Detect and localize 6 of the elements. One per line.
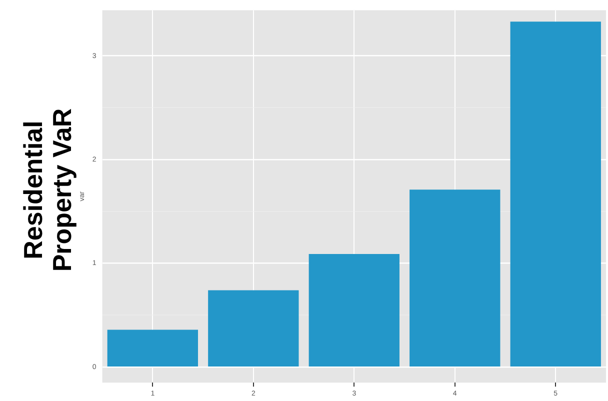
bar: [208, 290, 299, 366]
bar: [107, 330, 198, 366]
bar: [410, 190, 500, 366]
bar: [510, 22, 601, 366]
text: Residential Property VaR: [18, 107, 77, 274]
bar: [308, 254, 400, 366]
